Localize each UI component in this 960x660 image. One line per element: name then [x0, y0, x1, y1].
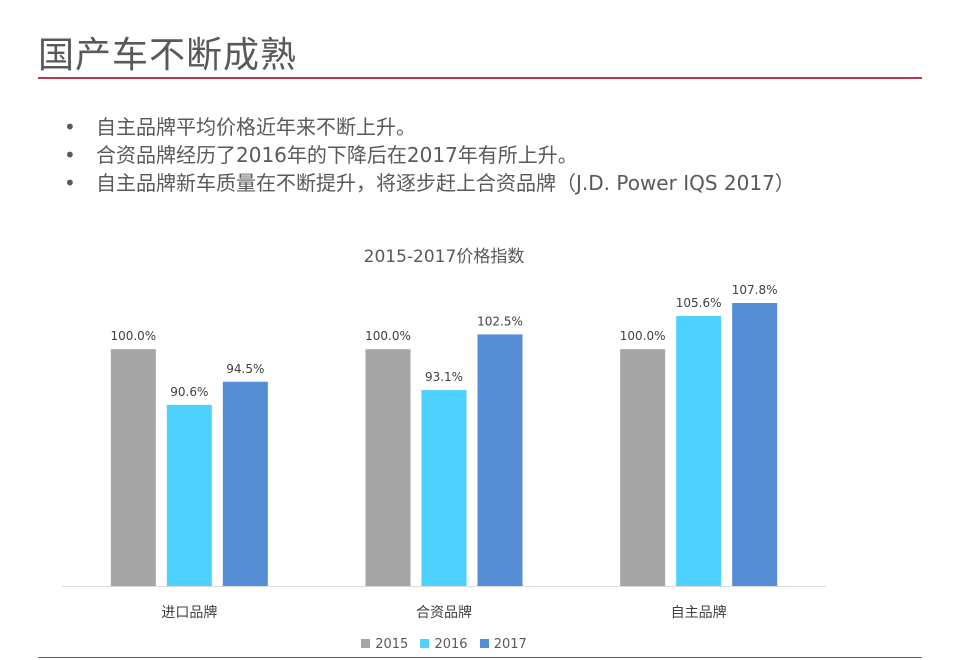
slide-title: 国产车不断成熟 [38, 35, 298, 76]
bottom-divider [38, 657, 922, 658]
chart-legend: 2015 2016 2017 [0, 637, 888, 652]
bullet-text: 合资品牌经历了2016年的下降后在2017年有所上升。 [96, 143, 578, 167]
bullet-item: • 合资品牌经历了2016年的下降后在2017年有所上升。 [64, 141, 795, 169]
bullet-dot: • [64, 143, 76, 167]
bar-2016 [166, 404, 212, 586]
bullet-dot: • [64, 115, 76, 139]
bar-2015 [110, 349, 156, 586]
bar-2015 [620, 349, 666, 586]
x-tick-label: 合资品牌 [416, 604, 472, 621]
legend-label: 2017 [493, 637, 527, 652]
bullet-dot: • [64, 171, 76, 195]
x-tick-label: 自主品牌 [671, 604, 727, 621]
x-tick-label: 进口品牌 [161, 604, 217, 621]
bar-2015 [365, 349, 411, 586]
legend-item-2015: 2015 [361, 637, 408, 652]
bar-2016 [421, 390, 467, 586]
legend-label: 2015 [375, 637, 409, 652]
bullet-text: 自主品牌平均价格近年来不断上升。 [96, 115, 416, 139]
legend-item-2017: 2017 [479, 637, 527, 652]
bullet-item: • 自主品牌平均价格近年来不断上升。 [64, 113, 795, 141]
bar-2017 [732, 303, 778, 586]
data-label: 105.6% [676, 296, 722, 310]
bar-2016 [676, 316, 722, 586]
bullet-text: 自主品牌新车质量在不断提升，将逐步赶上合资品牌（J.D. Power IQS 2… [96, 171, 795, 195]
legend-swatch [420, 639, 430, 648]
data-label: 90.6% [170, 385, 208, 399]
legend-label: 2016 [434, 637, 468, 652]
bullet-item: • 自主品牌新车质量在不断提升，将逐步赶上合资品牌（J.D. Power IQS … [64, 169, 795, 197]
data-label: 102.5% [477, 314, 523, 328]
bullet-list: • 自主品牌平均价格近年来不断上升。 • 合资品牌经历了2016年的下降后在2017… [64, 113, 795, 197]
legend-swatch [479, 639, 489, 648]
chart-title: 2015-2017价格指数 [363, 247, 525, 267]
data-label: 93.1% [425, 370, 463, 384]
bar-2017 [477, 334, 523, 586]
title-divider [38, 77, 922, 79]
data-label: 100.0% [365, 329, 411, 343]
data-label: 94.5% [226, 362, 264, 376]
bar-2017 [222, 381, 268, 586]
legend-swatch [361, 639, 371, 648]
legend-item-2016: 2016 [420, 637, 468, 652]
data-label: 107.8% [732, 283, 778, 297]
data-label: 100.0% [110, 329, 156, 343]
data-label: 100.0% [620, 329, 666, 343]
